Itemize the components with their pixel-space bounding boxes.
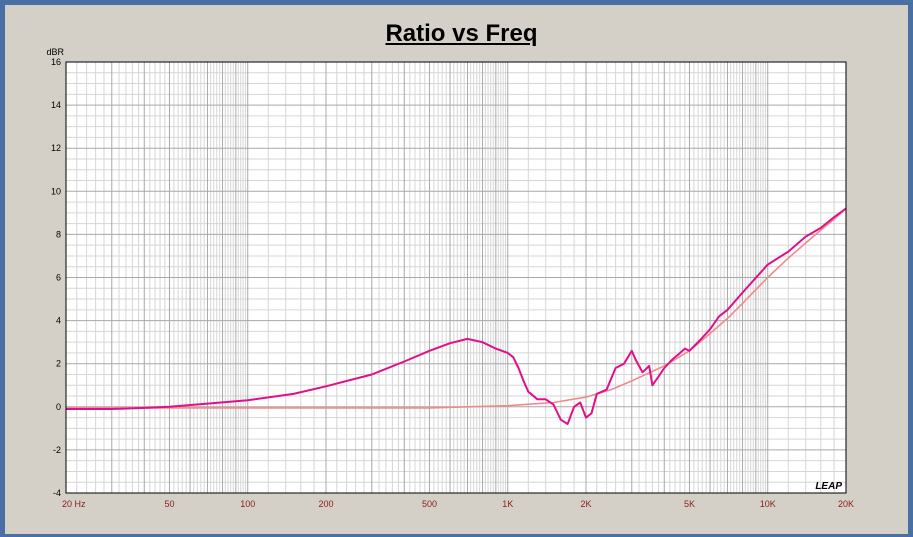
plot-border	[65, 61, 847, 494]
chart-title: Ratio vs Freq	[385, 20, 538, 47]
y-tick-label: 10	[51, 186, 61, 196]
y-axis-label: dBR	[46, 47, 64, 57]
y-tick-label: -2	[53, 445, 61, 455]
x-tick-label: 5K	[684, 499, 695, 509]
x-tick-label: 50	[164, 499, 174, 509]
y-tick-label: 2	[56, 359, 61, 369]
series-line-fit	[66, 207, 847, 409]
series-layer	[66, 207, 847, 425]
x-tick-label: 500	[422, 499, 437, 509]
y-ticks: 16 14 12 10 8 6 4 2 0 -2 -4	[51, 57, 61, 498]
leap-logo: LEAP	[815, 481, 842, 492]
x-tick-label: 20K	[838, 499, 854, 509]
x-tick-label: 20 Hz	[62, 499, 86, 509]
y-tick-label: -4	[53, 488, 61, 498]
y-tick-label: 12	[51, 143, 61, 153]
y-tick-label: 4	[56, 316, 61, 326]
y-tick-label: 8	[56, 229, 61, 239]
x-tick-label: 100	[240, 499, 255, 509]
x-tick-label: 1K	[502, 499, 513, 509]
x-tick-label: 10K	[760, 499, 776, 509]
x-tick-label: 200	[318, 499, 333, 509]
x-tick-label: 2K	[580, 499, 591, 509]
grid-major	[66, 61, 846, 494]
y-tick-label: 14	[51, 100, 61, 110]
y-tick-label: 16	[51, 57, 61, 67]
y-tick-label: 0	[56, 402, 61, 412]
x-ticks: 20 Hz 50 100 200 500 1K 2K 5K 10K 20K	[62, 499, 854, 509]
series-line-measured	[66, 207, 847, 425]
y-tick-label: 6	[56, 273, 61, 283]
